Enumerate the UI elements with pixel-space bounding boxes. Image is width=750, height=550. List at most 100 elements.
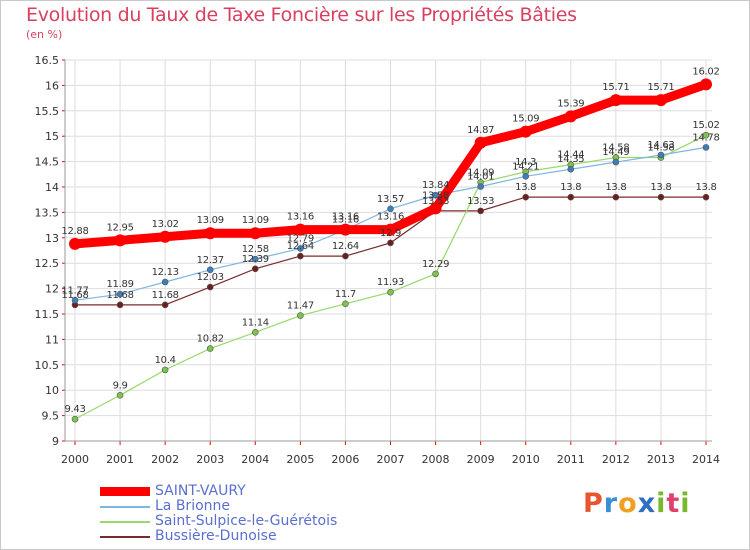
data-point-bussiere-dunoise xyxy=(161,301,169,309)
data-label-la-brionne: 11.77 xyxy=(61,285,88,296)
data-label-bussiere-dunoise: 11.68 xyxy=(61,290,88,301)
y-tick-label: 13 xyxy=(45,232,59,245)
data-label-saint-vaury: 13.16 xyxy=(287,212,314,223)
logo-letter: t xyxy=(666,488,681,519)
data-point-saint-vaury xyxy=(474,136,487,149)
x-tick-label: 2000 xyxy=(61,453,89,466)
data-point-bussiere-dunoise xyxy=(657,193,665,201)
data-label-la-brionne: 13.57 xyxy=(377,194,404,205)
data-label-la-brionne: 14.21 xyxy=(512,161,539,172)
y-tick-label: 9.5 xyxy=(42,410,60,423)
legend-item: La Brionne xyxy=(100,499,400,514)
data-label-saint-sulpice-le-gueretois: 14.44 xyxy=(557,150,584,161)
data-label-saint-sulpice-le-gueretois: 12.29 xyxy=(422,259,449,270)
data-point-saint-vaury xyxy=(294,223,307,236)
data-label-saint-vaury: 12.88 xyxy=(61,226,88,237)
data-label-bussiere-dunoise: 13.8 xyxy=(605,182,626,193)
data-point-bussiere-dunoise xyxy=(251,265,259,273)
y-tick-label: 12 xyxy=(45,283,59,296)
data-label-bussiere-dunoise: 12.64 xyxy=(332,241,359,252)
y-tick-label: 10 xyxy=(45,384,59,397)
legend-label: SAINT-VAURY xyxy=(155,483,246,499)
data-label-bussiere-dunoise: 11.68 xyxy=(152,290,179,301)
legend-item: Bussière-Dunoise xyxy=(100,529,400,544)
data-label-la-brionne: 12.13 xyxy=(152,267,179,278)
data-label-saint-vaury: 15.71 xyxy=(647,82,674,93)
logo-letter: P xyxy=(583,488,604,519)
data-point-bussiere-dunoise xyxy=(522,193,530,201)
data-label-saint-sulpice-le-gueretois: 9.43 xyxy=(64,404,85,415)
data-point-la-brionne xyxy=(612,158,620,166)
data-label-la-brionne: 11.89 xyxy=(107,279,134,290)
data-label-bussiere-dunoise: 11.68 xyxy=(107,290,134,301)
data-label-bussiere-dunoise: 13.53 xyxy=(467,196,494,207)
data-label-saint-vaury: 15.39 xyxy=(557,98,584,109)
chart-unit: (en %) xyxy=(26,28,63,41)
data-label-bussiere-dunoise: 12.64 xyxy=(287,241,314,252)
data-point-saint-sulpice-le-gueretois xyxy=(251,328,259,336)
x-tick-label: 2012 xyxy=(602,453,630,466)
data-label-bussiere-dunoise: 12.39 xyxy=(242,254,269,265)
logo-letter: r xyxy=(603,488,619,519)
data-label-saint-vaury: 16.02 xyxy=(692,66,719,77)
data-point-bussiere-dunoise xyxy=(116,301,124,309)
data-point-bussiere-dunoise xyxy=(612,193,620,201)
data-point-saint-vaury xyxy=(700,78,712,91)
x-tick-label: 2001 xyxy=(106,453,134,466)
data-label-saint-sulpice-le-gueretois: 9.9 xyxy=(113,380,128,391)
data-label-saint-sulpice-le-gueretois: 10.82 xyxy=(197,334,224,345)
data-point-saint-vaury xyxy=(609,94,622,107)
x-tick-label: 2005 xyxy=(286,453,314,466)
data-point-saint-vaury xyxy=(204,227,217,240)
data-label-saint-sulpice-le-gueretois: 14.09 xyxy=(467,167,494,178)
data-point-bussiere-dunoise xyxy=(477,207,484,215)
data-label-saint-vaury: 13.09 xyxy=(242,215,269,226)
data-label-bussiere-dunoise: 12.9 xyxy=(380,228,401,239)
data-label-la-brionne: 12.79 xyxy=(287,233,314,244)
legend-swatch xyxy=(100,536,150,538)
data-point-saint-sulpice-le-gueretois xyxy=(702,131,710,139)
data-point-saint-sulpice-le-gueretois xyxy=(206,345,214,352)
x-tick-label: 2013 xyxy=(647,453,675,466)
legend-item: SAINT-VAURY xyxy=(100,484,400,499)
data-point-saint-vaury xyxy=(69,237,81,250)
data-point-saint-vaury xyxy=(654,94,667,107)
data-point-saint-sulpice-le-gueretois xyxy=(116,391,124,399)
data-point-saint-vaury xyxy=(114,234,127,247)
legend-item: Saint-Sulpice-le-Guérétois xyxy=(100,514,400,529)
x-tick-label: 2003 xyxy=(196,453,224,466)
data-point-saint-vaury xyxy=(519,125,532,138)
data-label-saint-sulpice-le-gueretois: 11.47 xyxy=(287,301,314,312)
data-point-saint-vaury xyxy=(339,223,352,236)
data-label-saint-vaury: 12.95 xyxy=(107,222,134,233)
y-tick-label: 11 xyxy=(45,333,59,346)
x-tick-label: 2009 xyxy=(467,453,495,466)
y-tick-label: 16.5 xyxy=(35,54,60,67)
logo-letter: i xyxy=(680,488,691,519)
data-label-saint-sulpice-le-gueretois: 11.7 xyxy=(335,289,356,300)
logo-letter: x xyxy=(637,488,657,519)
legend-label: Bussière-Dunoise xyxy=(155,528,277,544)
data-point-la-brionne xyxy=(71,296,79,304)
data-label-saint-vaury: 15.71 xyxy=(602,82,629,93)
data-point-saint-vaury xyxy=(384,223,397,236)
data-label-la-brionne: 14.35 xyxy=(557,154,584,165)
y-tick-label: 15 xyxy=(45,130,59,143)
data-label-la-brionne: 14.78 xyxy=(692,132,719,143)
data-label-saint-sulpice-le-gueretois: 11.14 xyxy=(242,317,269,328)
data-point-bussiere-dunoise xyxy=(297,252,304,260)
x-tick-label: 2006 xyxy=(331,453,359,466)
y-tick-label: 10.5 xyxy=(35,359,60,372)
data-label-bussiere-dunoise: 12.03 xyxy=(197,272,224,283)
data-point-saint-vaury xyxy=(249,227,262,240)
data-point-la-brionne xyxy=(432,191,439,199)
data-point-saint-vaury xyxy=(564,110,577,123)
data-label-saint-sulpice-le-gueretois: 14.3 xyxy=(515,157,536,168)
data-label-la-brionne: 14.49 xyxy=(602,147,629,158)
axes: 9 9.5 10 10.5 11 11.5 12 12.5 13 13.5 14 14.5 15 15.5… xyxy=(35,54,721,466)
data-label-saint-vaury: 13.09 xyxy=(197,215,224,226)
data-label-la-brionne: 13.16 xyxy=(332,215,359,226)
data-point-la-brionne xyxy=(206,266,214,274)
data-label-saint-sulpice-le-gueretois: 14.58 xyxy=(602,143,629,154)
y-tick-label: 14 xyxy=(45,181,59,194)
